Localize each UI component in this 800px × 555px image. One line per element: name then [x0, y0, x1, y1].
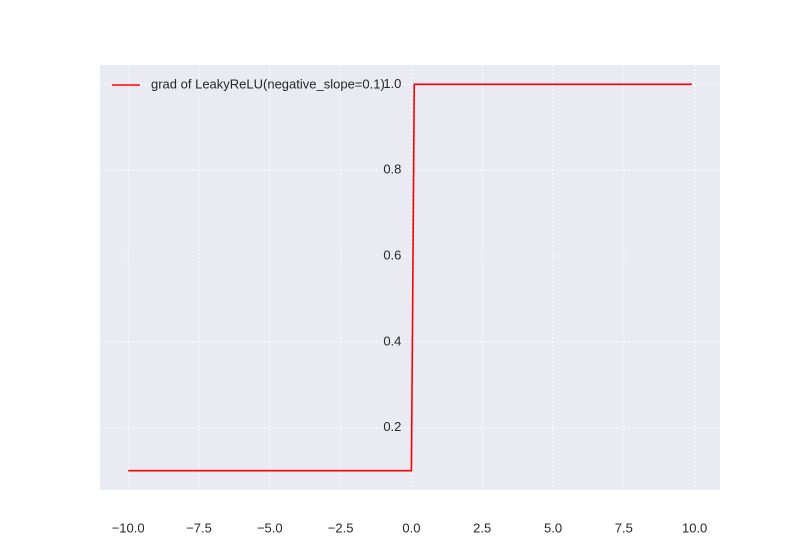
x-tick-label: 0.0 — [402, 520, 420, 535]
y-tick-label: 0.8 — [383, 162, 401, 177]
x-tick-label: −7.5 — [186, 520, 212, 535]
x-tick-label: 5.0 — [544, 520, 562, 535]
y-tick-label: 0.6 — [383, 247, 401, 262]
x-tick-label: −2.5 — [328, 520, 354, 535]
line-series — [128, 83, 692, 472]
x-tick-label: −10.0 — [112, 520, 145, 535]
legend-label: grad of LeakyReLU(negative_slope=0.1) — [151, 76, 385, 91]
x-tick-label: −5.0 — [257, 520, 283, 535]
x-tick-label: 10.0 — [682, 520, 707, 535]
y-tick-label: 1.0 — [383, 76, 401, 91]
plot-area — [100, 65, 720, 490]
y-tick-label: 0.2 — [383, 419, 401, 434]
y-tick-label: 0.4 — [383, 333, 401, 348]
x-tick-label: 7.5 — [615, 520, 633, 535]
x-tick-label: 2.5 — [473, 520, 491, 535]
